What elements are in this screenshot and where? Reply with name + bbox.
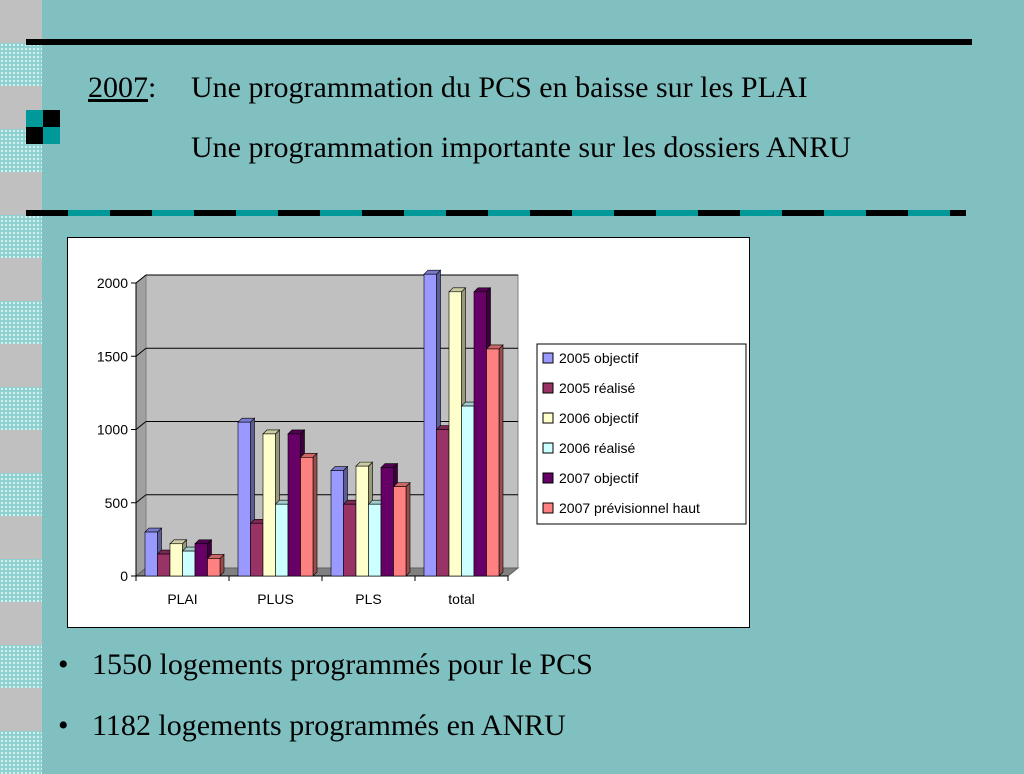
bar [473, 291, 487, 577]
strip-tile [0, 688, 42, 731]
strip-tile [0, 215, 42, 258]
bullet-item: • 1550 logements programmés pour le PCS [58, 648, 593, 709]
bar [461, 405, 475, 577]
strip-tile [0, 344, 42, 387]
bullet-list: • 1550 logements programmés pour le PCS •… [58, 648, 593, 770]
strip-tile [0, 301, 42, 344]
title-line-2: Une programmation importante sur les dos… [191, 131, 851, 164]
strip-tile [0, 258, 42, 301]
bar [144, 531, 158, 577]
strip-tile [0, 0, 42, 43]
bar [486, 348, 500, 577]
title-line-1: Une programmation du PCS en baisse sur l… [191, 71, 808, 104]
bar [355, 465, 369, 577]
legend-label: 2005 objectif [559, 350, 639, 366]
x-tick-label: total [448, 591, 474, 607]
strip-tile [0, 387, 42, 430]
bar [368, 503, 382, 577]
bar-side [405, 481, 411, 577]
bar [330, 470, 344, 577]
bar [423, 273, 437, 577]
top-rule [26, 39, 972, 45]
bar [380, 467, 394, 577]
strip-tile [0, 172, 42, 215]
legend-swatch [542, 352, 554, 364]
bar [262, 433, 276, 577]
bar [287, 433, 301, 577]
legend-label: 2006 réalisé [559, 440, 635, 456]
strip-tile [0, 602, 42, 645]
x-tick-label: PLUS [257, 591, 294, 607]
bar [393, 486, 407, 577]
y-tick-label: 1500 [97, 348, 128, 364]
bullet-marker: • [58, 709, 69, 742]
bullet-marker: • [58, 648, 69, 681]
bar [300, 457, 314, 577]
y-tick-label: 2000 [97, 275, 128, 291]
legend-swatch [542, 442, 554, 454]
legend-swatch [542, 502, 554, 514]
legend-label: 2007 objectif [559, 470, 639, 486]
title-bullet-icon [26, 110, 60, 144]
strip-tile [0, 43, 42, 86]
x-tick-label: PLS [355, 591, 381, 607]
bar [194, 543, 208, 577]
gridline [135, 421, 147, 430]
bullet-text: 1182 logements programmés en ANRU [92, 709, 566, 742]
bar [237, 421, 251, 577]
strip-tile [0, 559, 42, 602]
strip-tile [0, 731, 42, 774]
chart-panel: 0 500 1000 1500 2000 PLAI PLUS PLS total 2005 obj… [67, 237, 750, 628]
bar [169, 543, 183, 577]
strip-tile [0, 516, 42, 559]
gridline [135, 274, 147, 284]
x-tick-label: PLAI [167, 591, 197, 607]
bar [250, 522, 264, 577]
legend-label: 2007 prévisionnel haut [559, 500, 700, 516]
bar [436, 429, 450, 577]
bar-side [498, 344, 504, 577]
legend-label: 2005 réalisé [559, 380, 635, 396]
legend-swatch [542, 412, 554, 424]
bar [343, 503, 357, 577]
chart-legend [536, 343, 747, 525]
legend-swatch [542, 382, 554, 394]
y-tick-label: 1000 [97, 422, 128, 438]
gridline [135, 347, 147, 357]
bar [275, 503, 289, 577]
legend-swatch [542, 472, 554, 484]
bar [157, 553, 171, 577]
gridline [135, 494, 147, 504]
bar-side [312, 452, 318, 577]
bar [182, 550, 196, 577]
strip-tile [0, 645, 42, 688]
bar [448, 291, 462, 577]
y-tick-label: 0 [120, 568, 128, 584]
title-year: 2007: [88, 71, 157, 104]
y-tick-label: 500 [105, 495, 129, 511]
strip-tile [0, 430, 42, 473]
bullet-item: • 1182 logements programmés en ANRU [58, 709, 593, 770]
bar-chart: 0 500 1000 1500 2000 PLAI PLUS PLS total 2005 obj… [97, 269, 747, 607]
dashed-rule [26, 210, 966, 216]
bar [207, 558, 221, 577]
strip-tile [0, 473, 42, 516]
legend-label: 2006 objectif [559, 410, 639, 426]
bullet-text: 1550 logements programmés pour le PCS [92, 648, 593, 681]
